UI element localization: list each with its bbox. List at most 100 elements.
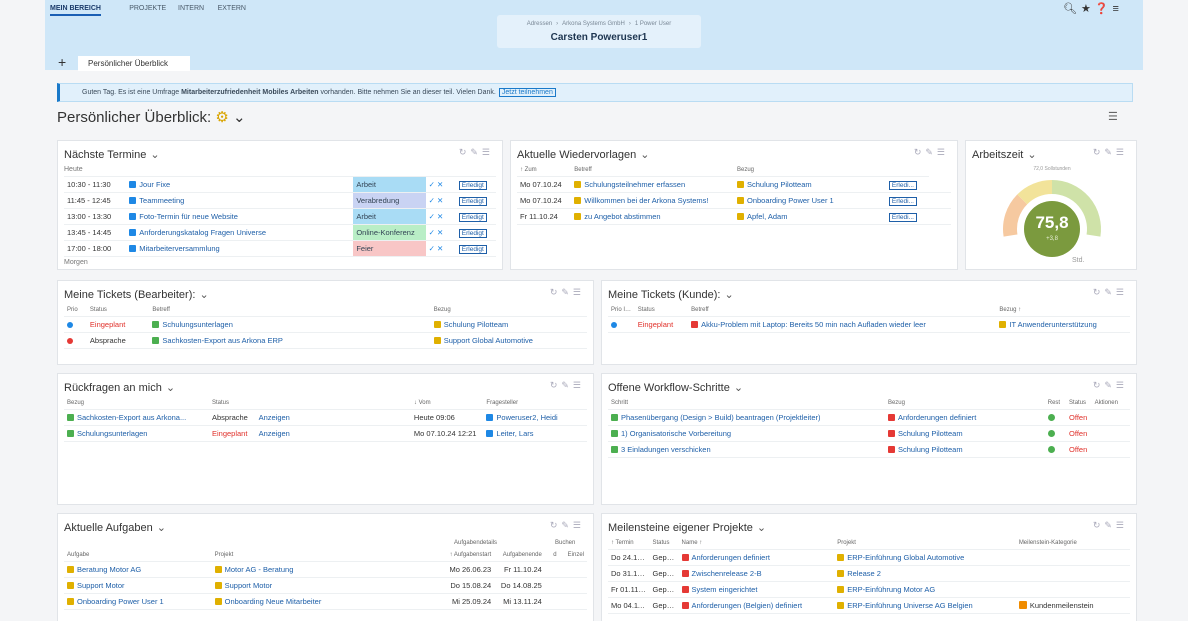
dropdown[interactable]: ⌄ (733, 382, 744, 394)
row[interactable]: Do 31.10.24 Gepla... Zwischenrelease 2-B Re… (608, 565, 1130, 582)
row[interactable]: 10:30 - 11:30 Jour Fixe Arbeit ✓ ✕ Erledigt (64, 177, 496, 193)
row[interactable]: Do 24.10.24 Gepla... Anforderungen definie… (608, 549, 1130, 566)
row[interactable]: 1) Organisatorische Vorbereitung Schulung… (608, 425, 1130, 442)
row[interactable]: Sachkosten-Export aus Arkona... Absprache… (64, 409, 587, 426)
widget-tools[interactable]: ↻✎☰ (1092, 380, 1128, 390)
row[interactable]: Fr 01.11.24 Gepla... System eingerichtet ER… (608, 581, 1130, 598)
cell-text[interactable]: Schulung Pilotteam (897, 429, 963, 438)
cell-text[interactable]: Foto-Termin für neue Website (139, 212, 238, 221)
cell-text[interactable]: ERP-Einführung Global Automotive (847, 553, 965, 562)
row[interactable]: Absprache Sachkosten-Export aus Arkona ER… (64, 332, 587, 349)
cell-text[interactable]: Anforderungen definiert (897, 413, 977, 422)
widget-tools[interactable]: ↻✎☰ (458, 147, 494, 157)
cell-text[interactable]: Anforderungskatalog Fragen Universe (139, 228, 267, 237)
nav-item[interactable]: INTERN (178, 5, 205, 12)
row[interactable]: 11:45 - 12:45 Teammeeting Verabredung ✓ ✕ Er… (64, 192, 496, 209)
widget-tools[interactable]: ↻✎☰ (549, 380, 585, 390)
check[interactable]: ✓ ✕ (428, 212, 444, 221)
cell-text[interactable]: Zwischenrelease 2-B (691, 569, 762, 578)
cell-text[interactable]: Support Motor (77, 581, 125, 590)
cell-text[interactable]: Jour Fixe (139, 180, 171, 189)
cell-text[interactable]: Apfel, Adam (747, 212, 788, 221)
row[interactable]: Phasenübergang (Design > Build) beantrag… (608, 409, 1130, 426)
cell-text[interactable]: Teammeeting (139, 196, 185, 205)
cell-text[interactable]: Anforderungen (Belgien) definiert (691, 601, 803, 610)
breadcrumb-item[interactable]: Arkona Systems GmbH (562, 21, 625, 27)
done-button[interactable]: Erledigt (458, 229, 487, 238)
dropdown[interactable]: ⌄ (156, 522, 166, 534)
check[interactable]: ✓ ✕ (428, 180, 444, 189)
dropdown[interactable]: ⌄ (756, 522, 767, 534)
cell-text[interactable]: Schulung Pilotteam (897, 445, 963, 454)
dropdown[interactable]: ⌄ (150, 149, 160, 161)
cell-text[interactable]: 3 Einladungen verschicken (621, 445, 711, 454)
cell-text[interactable]: Phasenübergang (Design > Build) beantrag… (621, 413, 821, 422)
cell-text[interactable]: Support Global Automotive (443, 336, 533, 345)
cell-text[interactable]: Sachkosten-Export aus Arkona ERP (162, 336, 283, 345)
nav-item[interactable]: MEIN BEREICH (50, 5, 101, 16)
cell-text[interactable]: Willkommen bei der Arkona Systems! (584, 196, 709, 205)
done-button[interactable]: Erledigt (458, 245, 487, 254)
row[interactable]: Schulungsunterlagen Eingeplant Anzeigen Mo … (64, 425, 587, 442)
dropdown[interactable]: ⌄ (199, 289, 209, 301)
dropdown[interactable]: ⌄ (640, 149, 650, 161)
cell-text[interactable]: Poweruser2, Heidi (496, 413, 558, 422)
notice-button[interactable]: Jetzt teilnehmen (498, 88, 556, 97)
dropdown[interactable]: ⌄ (724, 289, 734, 301)
row[interactable]: Eingeplant Schulungsunterlagen Schulung Pi… (64, 316, 587, 333)
row[interactable]: 13:00 - 13:30 Foto-Termin für neue Websit… (64, 208, 496, 225)
cell-text[interactable]: Schulungsteilnehmer erfassen (584, 180, 686, 189)
cell-text[interactable]: IT Anwenderunterstützung (1009, 320, 1097, 329)
done-button[interactable]: Erledigt (458, 197, 487, 206)
dropdown[interactable]: ⌄ (165, 382, 176, 394)
cell-text[interactable]: Schulung Pilotteam (443, 320, 509, 329)
cell-text[interactable]: Support Motor (224, 581, 273, 590)
done-button[interactable]: Erledigt (458, 213, 487, 222)
cell-text[interactable]: Anforderungen definiert (691, 553, 770, 562)
done-button[interactable]: Erledigt (458, 181, 487, 190)
row[interactable]: 13:45 - 14:45 Anforderungskatalog Fragen … (64, 224, 496, 241)
widget-tools[interactable]: ↻✎☰ (549, 287, 585, 297)
tab[interactable]: Persönlicher Überblick (78, 56, 190, 71)
row[interactable]: Mo 07.10.24 Willkommen bei der Arkona Sys… (517, 192, 951, 209)
cell-text[interactable]: ERP-Einführung Motor AG (847, 585, 936, 594)
row[interactable]: 3 Einladungen verschicken Schulung Pilott… (608, 441, 1130, 458)
cell-text[interactable]: Motor AG - Beratung (224, 565, 294, 574)
cell-text[interactable]: Onboarding Power User 1 (77, 597, 164, 606)
cell-text[interactable]: System eingerichtet (691, 585, 758, 594)
check[interactable]: ✓ ✕ (428, 196, 444, 205)
cell-text[interactable]: Mitarbeiterversammlung (139, 244, 220, 253)
row[interactable]: Fr 11.10.24 zu Angebot abstimmen Apfel, Ad… (517, 208, 951, 225)
cell-text[interactable]: ERP-Einführung Universe AG Belgien (847, 601, 973, 610)
top-icons[interactable]: 🔍︎★❓≡ (1063, 3, 1123, 15)
cell-text[interactable]: Onboarding Power User 1 (747, 196, 834, 205)
cell-text[interactable]: Akku-Problem mit Laptop: Bereits 50 min … (701, 320, 926, 329)
cell-text[interactable]: Sachkosten-Export aus Arkona... (77, 413, 187, 422)
row[interactable]: Mo 07.10.24 Schulungsteilnehmer erfassen S… (517, 176, 951, 193)
widget-tools[interactable]: ↻✎☰ (1092, 147, 1128, 157)
dropdown[interactable]: ⌄ (1027, 149, 1037, 161)
nav-item[interactable]: PROJEKTE (129, 5, 167, 12)
row[interactable]: Mo 04.11.24 Gepla... Anforderungen (Belgie… (608, 597, 1130, 614)
cell-text[interactable]: Anzeigen (258, 413, 290, 422)
breadcrumb-item[interactable]: Adressen (526, 21, 553, 27)
widget-tools[interactable]: ↻✎☰ (549, 520, 585, 530)
cell-text[interactable]: Onboarding Neue Mitarbeiter (224, 597, 322, 606)
cell-text[interactable]: Schulung Pilotteam (747, 180, 812, 189)
nav-item[interactable]: EXTERN (217, 5, 246, 12)
settings-icon[interactable]: ☰ (1108, 111, 1118, 123)
check[interactable]: ✓ ✕ (428, 244, 444, 253)
cell-text[interactable]: Anzeigen (258, 429, 290, 438)
cell-text[interactable]: 1) Organisatorische Vorbereitung (621, 429, 732, 438)
cell-text[interactable]: Leiter, Lars (496, 429, 534, 438)
breadcrumb[interactable]: Adressen › Arkona Systems GmbH › 1 Power Use… (497, 15, 701, 48)
widget-tools[interactable]: ↻✎☰ (1092, 287, 1128, 297)
row[interactable]: Support Motor Support Motor Do 15.08.24 Do … (64, 577, 587, 594)
cell-text[interactable]: Schulungsunterlagen (77, 429, 148, 438)
cell-text[interactable]: Schulungsunterlagen (162, 320, 233, 329)
row[interactable]: Beratung Motor AG Motor AG - Beratung Mo 2… (64, 561, 587, 578)
cell-text[interactable]: Beratung Motor AG (77, 565, 142, 574)
widget-tools[interactable]: ↻✎☰ (1092, 520, 1128, 530)
cell-text[interactable]: Release 2 (847, 569, 881, 578)
row[interactable]: 17:00 - 18:00 Mitarbeiterversammlung Feier… (64, 240, 496, 257)
